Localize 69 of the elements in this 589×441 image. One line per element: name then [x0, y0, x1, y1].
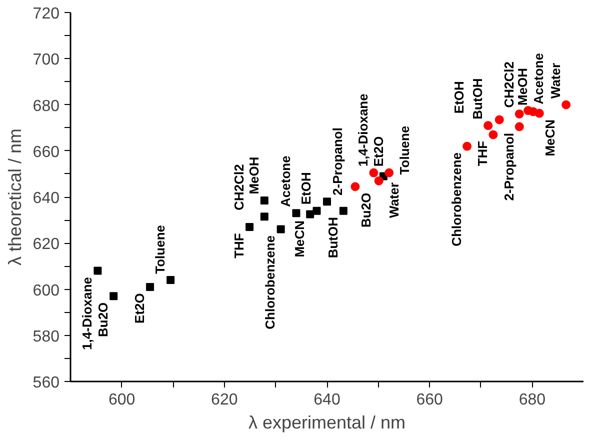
point	[260, 212, 268, 221]
annotation: Chlorobenzene	[448, 152, 464, 246]
annotation: Water	[548, 62, 563, 99]
point	[534, 108, 544, 118]
x-tick-label: 640	[314, 392, 340, 408]
point	[484, 121, 493, 130]
point	[312, 206, 321, 215]
annotation: Acetone	[278, 156, 294, 207]
x-tick-label: 600	[108, 392, 136, 408]
point	[369, 168, 378, 178]
point	[260, 196, 268, 204]
annotation: THF	[475, 140, 490, 166]
annotation: THF	[231, 233, 246, 258]
point	[166, 276, 175, 284]
y-axis-title: λ theoretical / nm	[4, 128, 25, 266]
annotation: CH2Cl2	[501, 62, 516, 108]
point	[339, 206, 348, 215]
annotation: Et2O	[132, 293, 147, 324]
y-tick-label: 580	[32, 328, 60, 346]
annotation: ButOH	[325, 216, 340, 258]
point	[246, 222, 254, 231]
x-tick-label: 680	[518, 392, 546, 408]
y-tick-label: 620	[32, 236, 60, 254]
annotation: Bu2O	[95, 302, 110, 338]
point	[276, 225, 285, 234]
point	[374, 176, 384, 186]
point	[350, 182, 360, 192]
point	[514, 122, 524, 132]
annotation: Toluene	[396, 126, 412, 175]
annotation: MeOH	[515, 68, 530, 106]
annotation: MeCN	[292, 220, 307, 258]
annotation: Acetone	[531, 53, 546, 104]
y-tick-label: 640	[32, 190, 60, 207]
annotation: 2-Propanol	[501, 132, 516, 201]
annotation: MeCN	[542, 119, 558, 156]
annotation: Bu2O	[358, 192, 374, 228]
annotation: 1,4-Dioxane	[356, 94, 371, 167]
point	[384, 168, 394, 178]
x-tick-label: 620	[211, 392, 238, 408]
x-tick-label: 660	[416, 392, 444, 408]
annotation: MeOH	[246, 156, 262, 194]
point	[146, 282, 154, 291]
annotation: CH2Cl2	[231, 164, 246, 210]
y-tick-label: 600	[32, 282, 60, 300]
annotation: EtOH	[298, 172, 314, 205]
point	[94, 266, 102, 275]
y-tick-label: 700	[32, 52, 60, 69]
annotation: EtOH	[452, 81, 467, 114]
annotation: Toluene	[152, 224, 168, 274]
annotation: 2-Propanol	[330, 128, 346, 196]
point	[562, 100, 571, 110]
point	[292, 209, 300, 218]
point	[462, 142, 472, 151]
x-axis-title: λ experimental / nm	[248, 412, 406, 432]
annotation: Et2O	[370, 136, 386, 167]
point	[488, 130, 498, 140]
annotation: 1,4-Dioxane	[80, 276, 95, 350]
y-tick-label: 660	[32, 144, 60, 161]
point	[514, 109, 524, 118]
annotation: ButOH	[470, 78, 485, 120]
annotation: Chlorobenzene	[262, 235, 278, 330]
annotation: Water	[386, 182, 402, 218]
point	[306, 210, 314, 218]
y-tick-label: 560	[32, 374, 60, 392]
y-tick-label: 680	[32, 98, 60, 115]
point	[494, 115, 504, 124]
point	[110, 292, 118, 300]
point	[323, 198, 331, 206]
y-tick-label: 720	[32, 6, 60, 22]
